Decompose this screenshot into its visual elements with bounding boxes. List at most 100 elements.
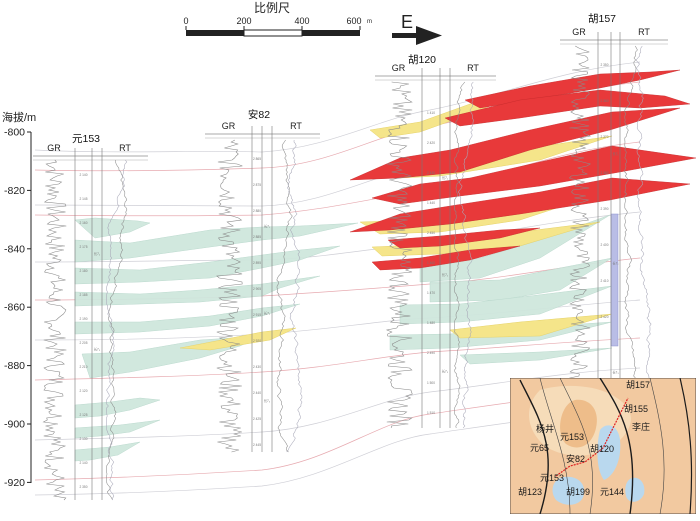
depth-label: 2 175 (80, 245, 88, 249)
depth-label: 2 125 (80, 413, 88, 417)
map-well-label: 元65 (530, 443, 549, 453)
y-tick-label: -840 (4, 243, 25, 255)
red-sand-5 (349, 177, 691, 233)
layer-label: 长7₂ (264, 311, 271, 316)
rt-log-curve (276, 139, 293, 453)
y-tick-label: -820 (4, 185, 25, 197)
depth-label: 2 185 (80, 293, 88, 297)
rt-log-curve (457, 81, 474, 429)
well-name: 胡120 (408, 53, 436, 66)
layer-label: 长7₁ (442, 175, 448, 180)
depth-label: 2 880 (253, 209, 261, 213)
depth-label: 1 460 (427, 261, 435, 265)
green-sand-8 (74, 419, 161, 439)
green-sand-9 (74, 441, 141, 462)
map-well-label: 胡199 (566, 486, 590, 497)
map-well-label: 元153 (540, 473, 564, 483)
green-sand-3 (74, 245, 341, 285)
rt-header: RT (467, 63, 479, 73)
layer-label: 长7₁ (612, 151, 618, 156)
gr-log-curve (42, 159, 67, 501)
layer-label: 长7₂ (442, 272, 449, 277)
yellow-sand-1 (179, 327, 297, 351)
depth-label: 2 445 (253, 443, 261, 447)
depth-label: 2 895 (253, 261, 261, 265)
rt-log-curve (454, 81, 466, 429)
depth-label: 2 440 (253, 391, 261, 395)
depth-label: 2 350 (80, 485, 88, 489)
depth-label: 2 430 (253, 365, 261, 369)
depth-label: 2 160 (80, 221, 88, 225)
depth-label: 1 500 (427, 381, 435, 385)
scale-bar-seg-3 (302, 30, 360, 36)
layer-label: 长7₂ (94, 251, 101, 256)
layer-label: 长7₃ (612, 370, 619, 375)
depth-label: 1 480 (427, 321, 435, 325)
depth-label: 2 420 (427, 141, 435, 145)
map-well-label: 李庄 (632, 421, 650, 432)
gr-log-curve (385, 81, 413, 429)
y-tick-label: -860 (4, 302, 25, 314)
map-well-label: 胡123 (518, 486, 542, 497)
arrow-head-icon (416, 26, 442, 45)
depth-label: 2 390 (601, 207, 609, 211)
green-sand-12 (399, 285, 613, 325)
green-sand-2 (74, 222, 359, 263)
green-sand-1 (74, 217, 151, 239)
depth-label: 2 370 (601, 135, 609, 139)
depth-label: 2 190 (80, 317, 88, 321)
correlation-line (34, 211, 641, 263)
y-tick-label: -880 (4, 360, 25, 372)
depth-label: 2 180 (80, 269, 88, 273)
well-name: 元153 (72, 133, 100, 145)
scale-bar-seg-1 (186, 30, 244, 36)
depth-label: 2 210 (80, 365, 88, 369)
layer-label: 长7₃ (94, 346, 101, 351)
correlation-line (34, 337, 641, 381)
map-well-label: 元144 (600, 487, 624, 497)
y-axis: 海拔/m -800 -820 -840 -860 -880 -900 -920 (2, 110, 36, 489)
depth-label: 1 470 (427, 291, 435, 295)
well-name: 胡157 (588, 12, 616, 25)
green-sand-4 (74, 275, 321, 307)
y-tick-label: -800 (4, 127, 25, 139)
depth-label: 2 915 (253, 313, 261, 317)
y-axis-title: 海拔/m (2, 110, 36, 124)
depth-label: 2 130 (80, 437, 88, 441)
green-sand-11 (429, 257, 613, 303)
layer-label: 长7₁ (264, 223, 270, 228)
layer-label: 长7₂ (612, 260, 619, 265)
scale-bar-title: 比例尺 (254, 1, 290, 15)
depth-label: 2 430 (427, 171, 435, 175)
map-well-label: 杨井 (536, 423, 554, 434)
map-well-label: 安82 (566, 453, 585, 464)
rt-header: RT (119, 143, 131, 153)
rt-log-curve (286, 139, 303, 453)
depth-label: 2 400 (601, 243, 609, 247)
y-tick-label: -920 (4, 477, 25, 489)
well-column: 安82 GR RT 2 865 2 875 2 880 2 885 2 895 2 905 2 9… (205, 108, 320, 453)
layer-label: 长7₃ (442, 369, 449, 374)
depth-label: 2 875 (253, 183, 261, 187)
direction-arrow: E (392, 12, 442, 45)
red-sand-2 (444, 89, 691, 127)
gr-log-curve (216, 139, 243, 453)
depth-label: 2 920 (253, 339, 261, 343)
rt-log-curve (106, 160, 128, 501)
green-sand-5 (74, 303, 301, 335)
depth-label: 2 450 (427, 231, 435, 235)
depth-label: 2 380 (601, 171, 609, 175)
rt-log-curve (106, 159, 128, 501)
scale-tick-600: 600 (346, 16, 361, 26)
green-sand-7 (74, 397, 161, 419)
layer-label: 长7₃ (264, 398, 271, 403)
correlation-line (34, 141, 641, 217)
depth-label: 1 410 (427, 111, 435, 115)
green-sand-10 (419, 214, 611, 283)
depth-label: 2 865 (253, 157, 261, 161)
rt-header: RT (638, 27, 650, 37)
scale-bar: 比例尺 0 200 400 600 m (183, 1, 372, 37)
